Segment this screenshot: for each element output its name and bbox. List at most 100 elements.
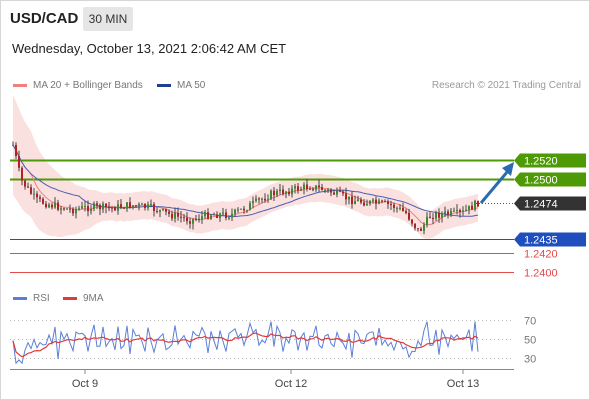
candle-body xyxy=(66,208,68,210)
candle-body xyxy=(171,213,173,219)
candle-body xyxy=(405,211,407,213)
timeframe-button[interactable]: 30 MIN xyxy=(83,7,133,31)
candle-body xyxy=(57,202,59,210)
candle-body xyxy=(78,208,80,210)
candle-body xyxy=(12,144,14,146)
candle-body xyxy=(345,193,347,200)
candle-body xyxy=(21,167,23,181)
candle-body xyxy=(180,216,182,218)
x-axis: Oct 9 Oct 12 Oct 13 xyxy=(10,369,514,390)
level-label: 1.2400 xyxy=(524,268,558,280)
candle-body xyxy=(132,205,134,208)
candle-body xyxy=(24,180,26,187)
level-tag xyxy=(514,153,586,168)
candle-body xyxy=(48,204,50,208)
candle-body xyxy=(408,212,410,220)
candle-body xyxy=(138,204,140,206)
candle-body xyxy=(471,205,473,210)
candle-body xyxy=(93,203,95,209)
candle-body xyxy=(285,191,287,194)
candle-body xyxy=(363,202,365,206)
candle-body xyxy=(465,209,467,211)
candle-body xyxy=(381,200,383,202)
level-label: 1.2420 xyxy=(524,249,558,261)
candle-body xyxy=(87,206,89,212)
level-lines xyxy=(10,159,514,273)
candle-body xyxy=(324,189,326,191)
candle-body xyxy=(267,199,269,201)
candle-body xyxy=(432,218,434,220)
candle-body xyxy=(228,217,230,219)
candle-body xyxy=(15,144,17,157)
candle-body xyxy=(414,223,416,229)
candle-body xyxy=(453,210,455,212)
candle-body xyxy=(210,215,212,219)
candle-body xyxy=(168,211,170,214)
candle-body xyxy=(303,184,305,189)
candle-body xyxy=(279,189,281,192)
level-tags: 1.2520 1.2500 1.2474 1.2435 1.2420 1.2400 xyxy=(514,153,586,280)
candle-body xyxy=(270,190,272,200)
candle-body xyxy=(63,208,65,210)
timestamp: Wednesday, October 13, 2021 2:06:42 AM C… xyxy=(12,41,287,56)
candle-body xyxy=(264,198,266,201)
currency-pair: USD/CAD xyxy=(10,10,79,27)
candle-body xyxy=(462,210,464,212)
candle-body xyxy=(357,199,359,202)
candle-body xyxy=(36,193,38,198)
candle-body xyxy=(294,186,296,189)
candle-body xyxy=(144,203,146,209)
candle-body xyxy=(126,202,128,209)
candle-body xyxy=(402,207,404,212)
candle-body xyxy=(147,204,149,209)
legend-ma20-label: MA 20 + Bollinger Bands xyxy=(33,80,143,91)
candle-body xyxy=(366,203,368,206)
candlesticks xyxy=(12,141,479,235)
rsi-line xyxy=(12,321,479,365)
candle-body xyxy=(240,208,242,210)
candle-body xyxy=(159,210,161,212)
candle-body xyxy=(261,198,263,200)
candle-body xyxy=(426,216,428,225)
candle-body xyxy=(474,200,476,210)
candle-body xyxy=(105,203,107,208)
candle-body xyxy=(417,228,419,230)
level-label: 1.2500 xyxy=(524,175,558,187)
candle-body xyxy=(468,205,470,210)
candle-body xyxy=(258,198,260,200)
rsi-swatch xyxy=(13,296,27,300)
candle-body xyxy=(72,209,74,214)
candle-body xyxy=(276,191,278,196)
candle-body xyxy=(336,190,338,195)
candle-body xyxy=(312,189,314,191)
candle-body xyxy=(123,207,125,209)
candle-body xyxy=(375,199,377,204)
x-tick-label: Oct 9 xyxy=(72,378,98,390)
level-tag xyxy=(514,172,586,187)
candle-body xyxy=(297,186,299,191)
level-label: 1.2520 xyxy=(524,156,558,168)
candle-body xyxy=(411,219,413,224)
candle-body xyxy=(456,210,458,212)
candle-body xyxy=(423,224,425,231)
candle-body xyxy=(204,212,206,217)
candle-body xyxy=(30,187,32,194)
candle-body xyxy=(309,188,311,190)
candle-body xyxy=(393,204,395,208)
rsi-tick-label: 30 xyxy=(524,354,536,366)
candle-body xyxy=(435,212,437,219)
x-tick-label: Oct 13 xyxy=(447,378,479,390)
candle-body xyxy=(129,202,131,208)
candle-body xyxy=(18,156,20,168)
candle-body xyxy=(162,208,164,211)
candle-body xyxy=(354,201,356,205)
rsi-panel: 70 50 30 xyxy=(10,316,536,366)
candle-body xyxy=(459,210,461,212)
candle-body xyxy=(348,196,350,200)
ma50-line xyxy=(12,144,479,218)
rsi-ma-line xyxy=(12,332,479,358)
rsi-tick-label: 50 xyxy=(524,335,536,347)
level-label: 1.2474 xyxy=(524,199,558,211)
candle-body xyxy=(69,208,71,210)
